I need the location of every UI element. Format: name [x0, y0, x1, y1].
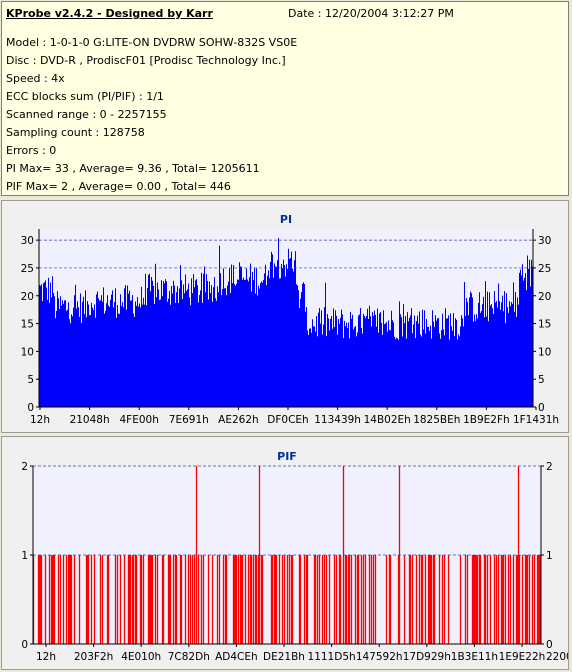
pi-summary-line: PI Max= 33 , Average= 9.36 , Total= 1205…	[6, 162, 260, 175]
x-tick-label: AE262h	[218, 414, 259, 426]
x-tick-label: 113439h	[314, 414, 361, 426]
x-tick-label: 7E691h	[169, 414, 209, 426]
app-title: KProbe v2.4.2 - Designed by Karr	[6, 7, 213, 20]
x-tick-label: 12h	[36, 651, 56, 663]
x-tick-label: DF0CEh	[267, 414, 308, 426]
x-tick-label: 12h	[30, 414, 50, 426]
x-tick-label: 1111D5h	[308, 651, 356, 663]
y-tick-label-right: 20	[538, 291, 551, 303]
range-line: Scanned range : 0 - 2257155	[6, 108, 167, 121]
y-tick-label-right: 15	[538, 319, 551, 331]
disc-line: Disc : DVD-R , ProdiscF01 [Prodisc Techn…	[6, 54, 286, 67]
pif-chart-panel: PIF 0 0 1 1 2 2 12h 203F2h 4E010h 7C82Dh AD4CEh DE21…	[1, 436, 569, 670]
model-line: Model : 1-0-1-0 G:LITE-ON DVDRW SOHW-832…	[6, 36, 298, 49]
y-tick-label-left: 0	[21, 639, 28, 651]
scan-date: Date : 12/20/2004 3:12:27 PM	[288, 7, 454, 20]
x-tick-label: 1B3E11h	[451, 651, 498, 663]
y-tick-label-left: 10	[21, 346, 34, 358]
x-tick-label: 4E010h	[121, 651, 161, 663]
x-tick-label: 17D929h	[403, 651, 451, 663]
x-tick-label: DE21Bh	[263, 651, 305, 663]
x-tick-label: 7C82Dh	[168, 651, 210, 663]
x-tick-label: 14B02Eh	[364, 414, 411, 426]
x-tick-label: 1F1431h	[513, 414, 559, 426]
x-tick-label: 1B9E2Fh	[463, 414, 510, 426]
x-tick-label: 1E9E22h	[499, 651, 546, 663]
y-tick-label-right: 10	[538, 346, 551, 358]
chart-title: PIF	[277, 450, 297, 463]
x-tick-label: 22007Bh	[546, 651, 568, 663]
pi-chart-panel: PI 0 0 5 5 10 10 15 15 20 20 25 25 30 30 12h 21048h 4FE00…	[1, 200, 569, 433]
x-tick-label: 4FE00h	[120, 414, 159, 426]
x-tick-label: 203F2h	[74, 651, 113, 663]
y-tick-label-left: 20	[21, 291, 34, 303]
y-tick-label-right: 25	[538, 263, 551, 275]
y-tick-label-right: 1	[546, 550, 553, 562]
y-tick-label-left: 15	[21, 319, 34, 331]
pif-summary-line: PIF Max= 2 , Average= 0.00 , Total= 446	[6, 180, 231, 193]
pi-chart: PI 0 0 5 5 10 10 15 15 20 20 25 25 30 30 12h 21048h 4FE00…	[21, 213, 559, 426]
y-tick-label-left: 0	[27, 402, 34, 414]
sampling-line: Sampling count : 128758	[6, 126, 145, 139]
y-tick-label-left: 30	[21, 235, 34, 247]
info-panel: KProbe v2.4.2 - Designed by Karr Date : …	[1, 1, 569, 196]
x-tick-label: 147592h	[356, 651, 403, 663]
x-tick-label: 1825BEh	[413, 414, 460, 426]
y-tick-label-left: 25	[21, 263, 34, 275]
speed-line: Speed : 4x	[6, 72, 65, 85]
y-tick-label-right: 30	[538, 235, 551, 247]
pif-chart: PIF 0 0 1 1 2 2 12h 203F2h 4E010h 7C82Dh AD4CEh DE21…	[21, 450, 568, 663]
y-tick-label-right: 0	[538, 402, 545, 414]
y-tick-label-right: 5	[538, 374, 545, 386]
x-tick-label: AD4CEh	[215, 651, 258, 663]
y-tick-label-right: 2	[546, 461, 553, 473]
y-tick-label-right: 0	[546, 639, 553, 651]
chart-title: PI	[280, 213, 292, 226]
y-tick-label-left: 5	[27, 374, 34, 386]
ecc-line: ECC blocks sum (PI/PIF) : 1/1	[6, 90, 164, 103]
x-tick-label: 21048h	[70, 414, 110, 426]
y-tick-label-left: 1	[21, 550, 28, 562]
y-tick-label-left: 2	[21, 461, 28, 473]
errors-line: Errors : 0	[6, 144, 57, 157]
